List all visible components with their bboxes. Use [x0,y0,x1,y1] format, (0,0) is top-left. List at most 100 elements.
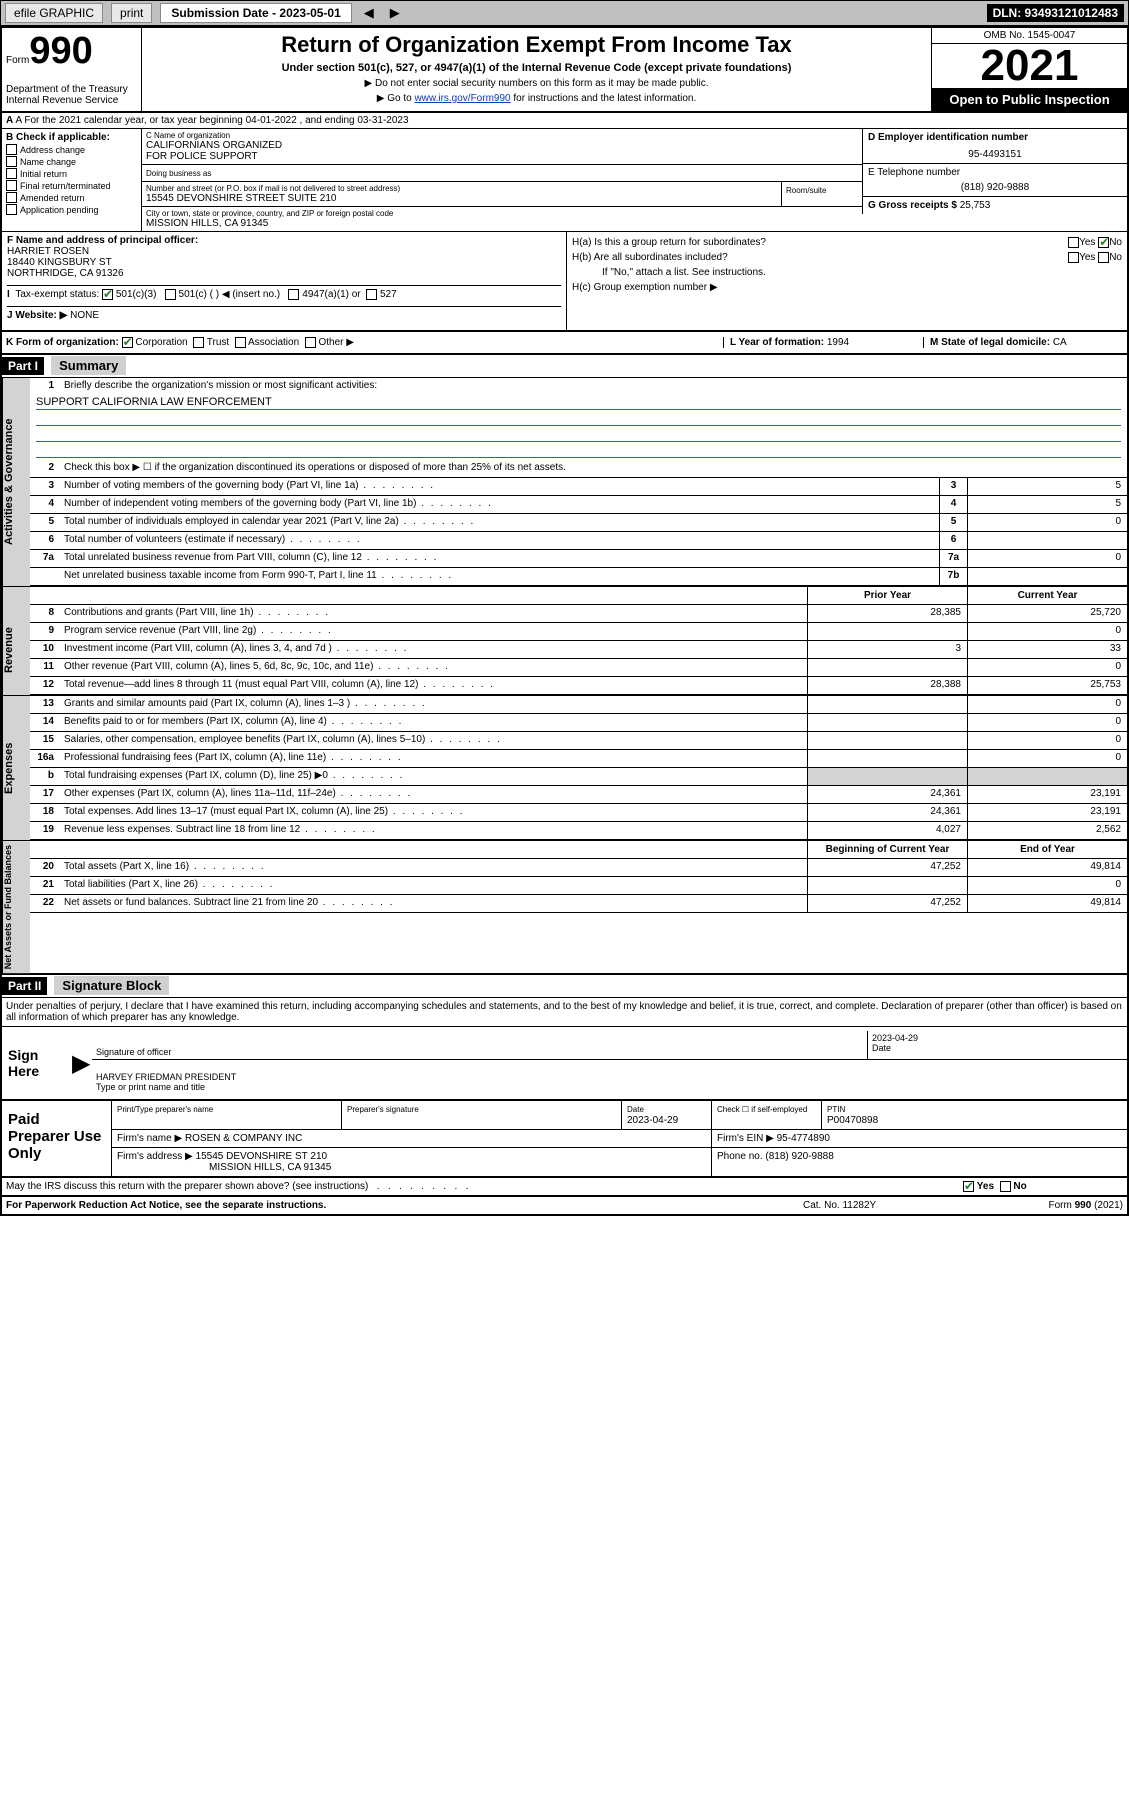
irs-link[interactable]: www.irs.gov/Form990 [414,93,510,104]
instr-1: ▶ Do not enter social security numbers o… [150,78,923,89]
line-text: Net assets or fund balances. Subtract li… [60,895,807,912]
prev-arrow[interactable]: ◀ [360,5,378,21]
chk-initial[interactable] [6,168,17,179]
end-year-header: End of Year [967,841,1127,858]
firm-phone: (818) 920-9888 [765,1151,833,1162]
chk-527[interactable] [366,289,377,300]
city-label: City or town, state or province, country… [146,209,858,218]
line-text: Total unrelated business revenue from Pa… [60,550,939,567]
chk-address[interactable] [6,144,17,155]
k-assoc-l: Association [248,337,299,348]
hc-label: H(c) Group exemption number ▶ [572,280,1122,295]
instr2-pre: ▶ Go to [377,93,415,104]
prior-val [807,696,967,713]
chk-app[interactable] [6,204,17,215]
discuss-yes[interactable] [963,1181,974,1192]
q1-label: Briefly describe the organization's miss… [60,378,1127,396]
current-val: 25,720 [967,605,1127,622]
current-val: 0 [967,696,1127,713]
chk-final[interactable] [6,180,17,191]
prep-date-h: Date [627,1105,644,1114]
chk-4947[interactable] [288,289,299,300]
website: NONE [70,310,99,321]
k-corp-l: Corporation [135,337,187,348]
street-address: 15545 DEVONSHIRE STREET SUITE 210 [146,193,777,204]
j-label: J Website: ▶ [7,310,67,321]
col-right: D Employer identification number 95-4493… [862,129,1127,231]
k-assoc[interactable] [235,337,246,348]
sign-date-label: Date [872,1043,891,1053]
ha-no[interactable] [1098,237,1109,248]
line-box: 3 [939,478,967,495]
prior-val [807,623,967,640]
current-val: 49,814 [967,895,1127,912]
opt-527: 527 [380,289,397,300]
line-text: Total revenue—add lines 8 through 11 (mu… [60,677,807,694]
dept-label: Department of the Treasury Internal Reve… [6,84,137,106]
chk-501c[interactable] [165,289,176,300]
k-trust[interactable] [193,337,204,348]
prior-val [807,877,967,894]
line-box: 7a [939,550,967,567]
ha-label: H(a) Is this a group return for subordin… [572,237,766,248]
line-text: Number of independent voting members of … [60,496,939,513]
prep-date: 2023-04-29 [627,1115,678,1126]
ein: 95-4493151 [868,143,1122,160]
prior-val [807,732,967,749]
line-box: 4 [939,496,967,513]
discuss-no[interactable] [1000,1181,1011,1192]
line-val: 5 [967,496,1127,513]
header-left: Form990 Department of the Treasury Inter… [2,28,142,111]
officer-addr1: 18440 KINGSBURY ST [7,257,112,268]
chk-amended űdata[interactable] [6,192,17,203]
current-val: 0 [967,659,1127,676]
firm-ein: 95-4774890 [777,1133,830,1144]
e-label: E Telephone number [868,167,960,178]
chk-501c3[interactable] [102,289,113,300]
current-val: 0 [967,877,1127,894]
line-text: Total assets (Part X, line 16) [60,859,807,876]
line-val [967,532,1127,549]
current-val: 33 [967,641,1127,658]
opt-501c3: 501(c)(3) [116,289,157,300]
chk-final-label: Final return/terminated [20,181,111,191]
firm-phone-l: Phone no. [717,1151,763,1162]
line-text: Benefits paid to or for members (Part IX… [60,714,807,731]
firm-ein-l: Firm's EIN ▶ [717,1133,774,1144]
hb-label: H(b) Are all subordinates included? [572,252,728,263]
hb-no[interactable] [1098,252,1109,263]
m-val: CA [1053,337,1067,348]
form-number: 990 [29,30,92,72]
f-label: F Name and address of principal officer: [7,235,198,246]
hb-yes[interactable] [1068,252,1079,263]
instr2-post: for instructions and the latest informat… [511,93,697,104]
sign-date: 2023-04-29 [872,1033,1123,1043]
k-other[interactable] [305,337,316,348]
tab-net: Net Assets or Fund Balances [2,841,30,973]
prior-val: 4,027 [807,822,967,839]
line-box: 6 [939,532,967,549]
next-arrow[interactable]: ▶ [386,5,404,21]
ha-no-l: No [1109,237,1122,248]
prior-val: 24,361 [807,804,967,821]
hb-yes-l: Yes [1079,252,1095,263]
chk-name[interactable] [6,156,17,167]
k-corp[interactable] [122,337,133,348]
k-other-l: Other ▶ [318,337,353,348]
ha-yes[interactable] [1068,237,1079,248]
line-text: Contributions and grants (Part VIII, lin… [60,605,807,622]
line-val: 5 [967,478,1127,495]
tab-revenue: Revenue [2,605,30,695]
chk-name-label: Name change [20,157,76,167]
m-label: M State of legal domicile: [930,337,1050,348]
l-val: 1994 [827,337,849,348]
paperwork-notice: For Paperwork Reduction Act Notice, see … [6,1200,326,1211]
section-a-text: A For the 2021 calendar year, or tax yea… [15,115,408,126]
tab-blank [2,587,30,605]
line-text: Net unrelated business taxable income fr… [60,568,939,585]
current-val [967,768,1127,785]
hb-no-l: No [1109,252,1122,263]
print-button[interactable]: print [111,3,152,23]
efile-label: efile GRAPHIC [5,3,103,23]
line-text: Salaries, other compensation, employee b… [60,732,807,749]
